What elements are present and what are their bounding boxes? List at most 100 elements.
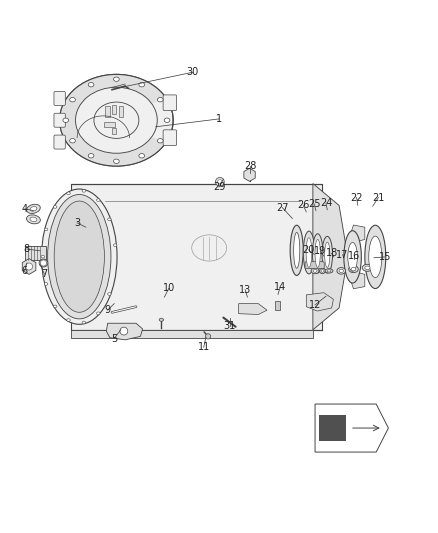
Ellipse shape xyxy=(339,269,343,272)
Ellipse shape xyxy=(320,268,325,274)
Ellipse shape xyxy=(337,268,346,274)
Text: 15: 15 xyxy=(379,252,391,262)
FancyBboxPatch shape xyxy=(305,262,324,269)
Ellipse shape xyxy=(322,236,332,273)
Ellipse shape xyxy=(344,231,361,283)
Ellipse shape xyxy=(70,98,75,102)
Ellipse shape xyxy=(325,242,330,268)
Polygon shape xyxy=(306,293,333,311)
Text: 3: 3 xyxy=(74,218,80,228)
Circle shape xyxy=(218,180,222,184)
Polygon shape xyxy=(71,183,321,330)
Ellipse shape xyxy=(75,87,157,154)
Ellipse shape xyxy=(63,118,69,123)
Polygon shape xyxy=(319,415,346,441)
Text: 19: 19 xyxy=(314,246,326,256)
Ellipse shape xyxy=(67,319,70,321)
Text: 22: 22 xyxy=(350,192,363,203)
Ellipse shape xyxy=(164,118,170,123)
Ellipse shape xyxy=(293,232,300,268)
Text: 24: 24 xyxy=(320,198,332,208)
Text: 29: 29 xyxy=(213,182,225,192)
Text: 18: 18 xyxy=(325,248,338,259)
Text: 21: 21 xyxy=(372,192,385,203)
Ellipse shape xyxy=(321,270,324,272)
Ellipse shape xyxy=(53,206,57,208)
Text: 16: 16 xyxy=(348,251,360,261)
Ellipse shape xyxy=(362,264,373,271)
Text: 28: 28 xyxy=(244,161,257,171)
Bar xyxy=(25,246,46,260)
Ellipse shape xyxy=(30,217,37,222)
Text: 10: 10 xyxy=(162,284,175,293)
Bar xyxy=(104,122,115,127)
Ellipse shape xyxy=(82,190,85,192)
Text: 8: 8 xyxy=(24,244,30,254)
Ellipse shape xyxy=(157,139,163,143)
Ellipse shape xyxy=(157,98,163,102)
Ellipse shape xyxy=(44,228,48,231)
Ellipse shape xyxy=(30,207,37,211)
Polygon shape xyxy=(106,323,143,340)
Text: 31: 31 xyxy=(224,321,236,332)
Text: 6: 6 xyxy=(21,266,28,276)
Ellipse shape xyxy=(303,231,314,274)
Ellipse shape xyxy=(113,159,119,164)
Ellipse shape xyxy=(369,236,382,278)
Ellipse shape xyxy=(67,192,70,195)
FancyBboxPatch shape xyxy=(54,113,65,127)
Ellipse shape xyxy=(60,75,173,166)
Ellipse shape xyxy=(315,239,320,268)
Ellipse shape xyxy=(365,225,386,288)
Text: 27: 27 xyxy=(276,203,289,213)
Text: 26: 26 xyxy=(297,200,310,211)
Text: 20: 20 xyxy=(302,245,314,255)
Polygon shape xyxy=(313,183,348,330)
Polygon shape xyxy=(60,75,166,166)
FancyBboxPatch shape xyxy=(163,95,177,111)
Ellipse shape xyxy=(27,215,40,224)
Ellipse shape xyxy=(88,154,94,158)
Ellipse shape xyxy=(365,266,370,270)
Ellipse shape xyxy=(325,269,333,273)
Bar xyxy=(106,106,110,117)
Polygon shape xyxy=(71,330,313,338)
Ellipse shape xyxy=(70,139,75,143)
Text: 11: 11 xyxy=(198,342,210,352)
Circle shape xyxy=(205,334,211,339)
Text: 7: 7 xyxy=(41,269,47,279)
Polygon shape xyxy=(351,225,365,243)
Ellipse shape xyxy=(53,305,57,308)
Ellipse shape xyxy=(290,225,303,276)
Polygon shape xyxy=(239,304,267,314)
Ellipse shape xyxy=(113,244,117,246)
Text: 1: 1 xyxy=(216,114,222,124)
Ellipse shape xyxy=(27,204,40,213)
Circle shape xyxy=(40,260,46,266)
Ellipse shape xyxy=(306,238,312,268)
Ellipse shape xyxy=(54,201,104,312)
Text: 13: 13 xyxy=(239,285,251,295)
Ellipse shape xyxy=(108,293,111,295)
Circle shape xyxy=(120,327,128,335)
Text: 30: 30 xyxy=(187,67,199,77)
Ellipse shape xyxy=(44,282,48,285)
Ellipse shape xyxy=(349,265,358,272)
Text: 12: 12 xyxy=(309,300,321,310)
Text: 14: 14 xyxy=(274,282,286,293)
Ellipse shape xyxy=(108,218,111,221)
Bar xyxy=(112,128,117,134)
FancyBboxPatch shape xyxy=(54,135,65,149)
Polygon shape xyxy=(351,271,365,289)
Text: 25: 25 xyxy=(308,199,321,209)
FancyBboxPatch shape xyxy=(54,92,65,106)
Ellipse shape xyxy=(113,77,119,82)
Ellipse shape xyxy=(351,268,356,271)
Ellipse shape xyxy=(41,255,45,258)
Ellipse shape xyxy=(313,270,317,272)
Ellipse shape xyxy=(48,195,111,319)
Circle shape xyxy=(215,177,224,186)
Text: 9: 9 xyxy=(105,305,111,315)
Ellipse shape xyxy=(82,321,85,324)
Ellipse shape xyxy=(327,270,331,272)
